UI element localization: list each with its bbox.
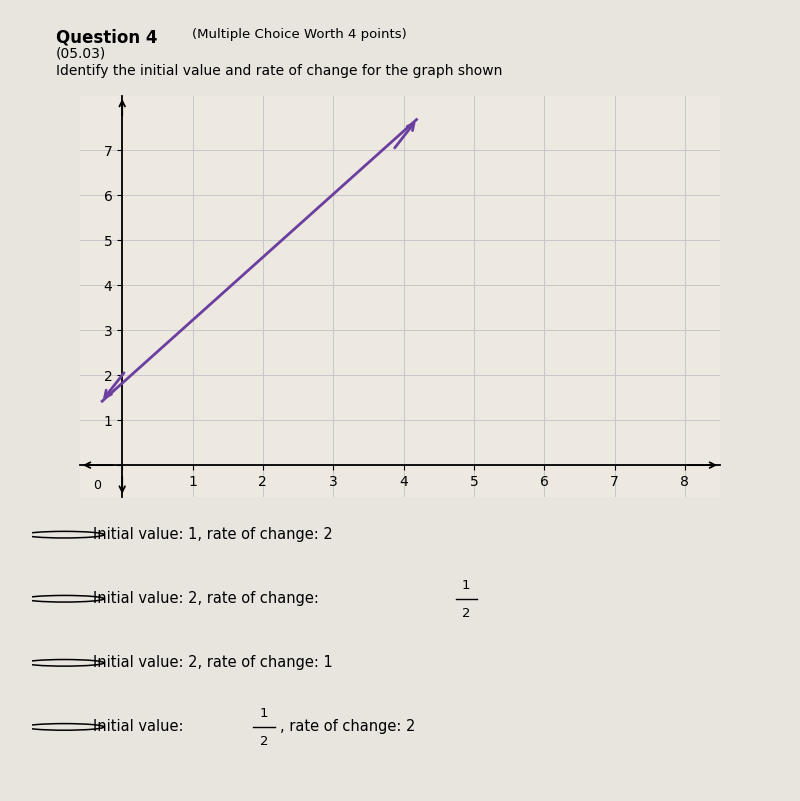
Text: Initial value: 2, rate of change: 1: Initial value: 2, rate of change: 1 [93, 655, 333, 670]
Text: 1: 1 [462, 579, 470, 592]
Text: 1: 1 [259, 707, 268, 720]
Text: 2: 2 [462, 607, 470, 620]
Text: Initial value: 2, rate of change:: Initial value: 2, rate of change: [93, 591, 324, 606]
Text: (Multiple Choice Worth 4 points): (Multiple Choice Worth 4 points) [192, 28, 406, 41]
Text: Question 4: Question 4 [56, 28, 158, 46]
Text: (05.03): (05.03) [56, 46, 106, 60]
Text: Identify the initial value and rate of change for the graph shown: Identify the initial value and rate of c… [56, 64, 502, 78]
Text: 0: 0 [94, 479, 102, 492]
Text: Initial value: 1, rate of change: 2: Initial value: 1, rate of change: 2 [93, 527, 333, 542]
Text: 2: 2 [259, 735, 268, 748]
Text: , rate of change: 2: , rate of change: 2 [280, 719, 416, 735]
Text: Initial value:: Initial value: [93, 719, 188, 735]
